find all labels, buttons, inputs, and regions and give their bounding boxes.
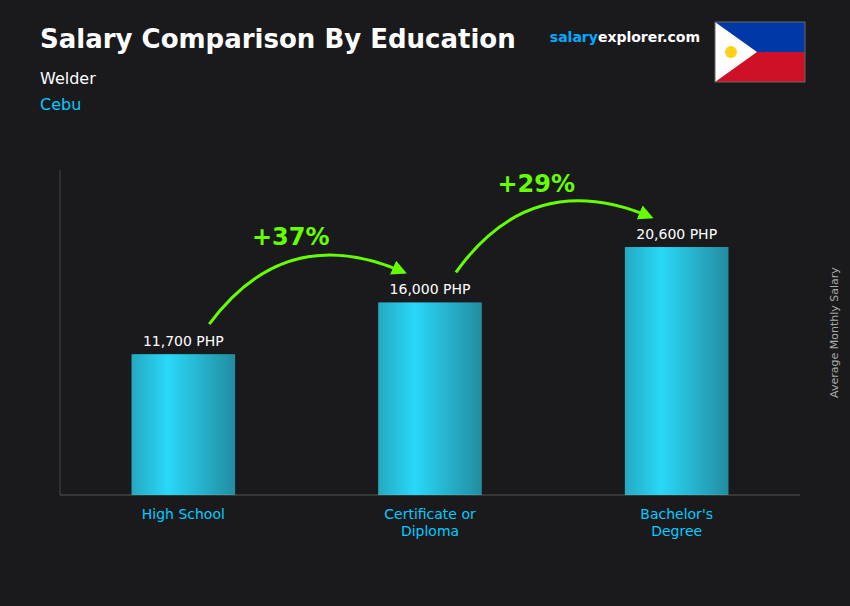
title: Salary Comparison By Education [40, 24, 516, 54]
data-label: 11,700 PHP [143, 333, 224, 349]
change-label: +37% [252, 223, 330, 251]
flag-sun [725, 46, 737, 58]
change-label: +29% [497, 170, 575, 198]
x-tick-label: Bachelor'sDegree [640, 506, 713, 539]
data-label: 16,000 PHP [390, 281, 471, 297]
y-axis-label: Average Monthly Salary [828, 267, 841, 398]
x-tick-label-line: Bachelor's [640, 506, 713, 522]
x-tick-label-line: Degree [651, 523, 702, 539]
change-arrow [456, 201, 651, 273]
bar [132, 354, 236, 495]
flag-border [715, 22, 805, 82]
flag-triangle [715, 22, 757, 82]
bar [378, 302, 482, 495]
x-tick-label: High School [142, 506, 225, 522]
chart-container: Salary Comparison By Education Welder Cebu… [0, 0, 850, 606]
location: Cebu [40, 95, 81, 114]
chart-svg: Salary Comparison By Education Welder Cebu… [0, 0, 850, 606]
y-axis-line [60, 170, 61, 495]
x-tick-label-line: Certificate or [384, 506, 476, 522]
x-tick-label: Certificate orDiploma [384, 506, 476, 539]
watermark-part: .com [662, 29, 700, 45]
subtitle: Welder [40, 69, 96, 88]
background [0, 0, 850, 606]
flag [715, 22, 805, 82]
x-tick-label-line: High School [142, 506, 225, 522]
watermark-part: salary [550, 29, 598, 45]
x-tick-label-line: Diploma [401, 523, 459, 539]
watermark-part: explorer [598, 29, 664, 45]
bars [132, 247, 729, 495]
data-label: 20,600 PHP [636, 226, 717, 242]
watermark: salaryexplorer.com [550, 29, 700, 45]
bar [625, 247, 729, 495]
change-arrow [209, 255, 404, 324]
